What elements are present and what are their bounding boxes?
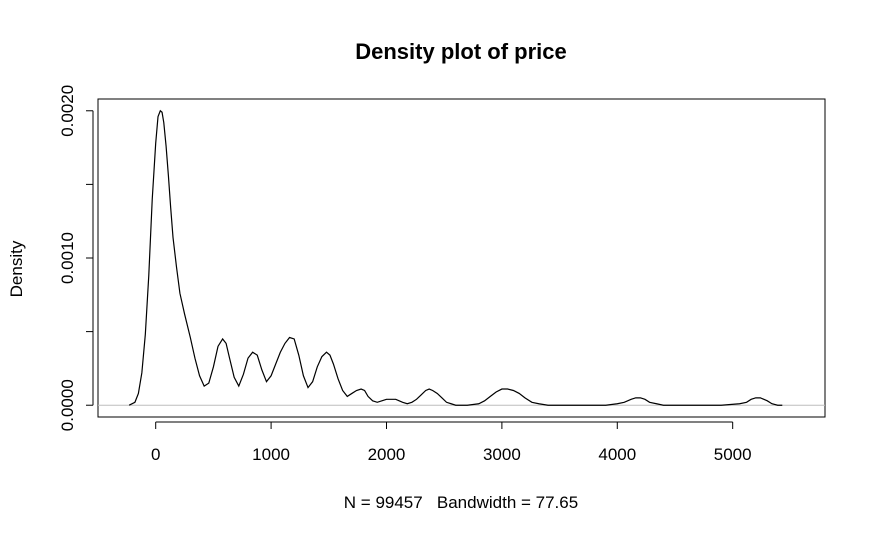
y-axis-label: Density [7, 240, 26, 297]
y-tick-label: 0.0000 [58, 379, 77, 431]
x-tick-label: 0 [151, 445, 160, 464]
x-tick-label: 3000 [483, 445, 521, 464]
x-axis-label: N = 99457 Bandwidth = 77.65 [344, 493, 578, 512]
y-axis: 0.0000 0.0010 0.0020 [58, 85, 94, 431]
plot-frame [97, 98, 826, 418]
x-tick-label: 4000 [598, 445, 636, 464]
x-axis: 0 1000 2000 3000 4000 5000 [151, 421, 752, 464]
density-curve [128, 109, 783, 406]
y-tick-label: 0.0020 [58, 85, 77, 137]
x-tick-label: 2000 [368, 445, 406, 464]
x-tick-label: 5000 [714, 445, 752, 464]
chart-title: Density plot of price [355, 39, 566, 64]
x-tick-label: 1000 [252, 445, 290, 464]
y-tick-label: 0.0010 [58, 232, 77, 284]
